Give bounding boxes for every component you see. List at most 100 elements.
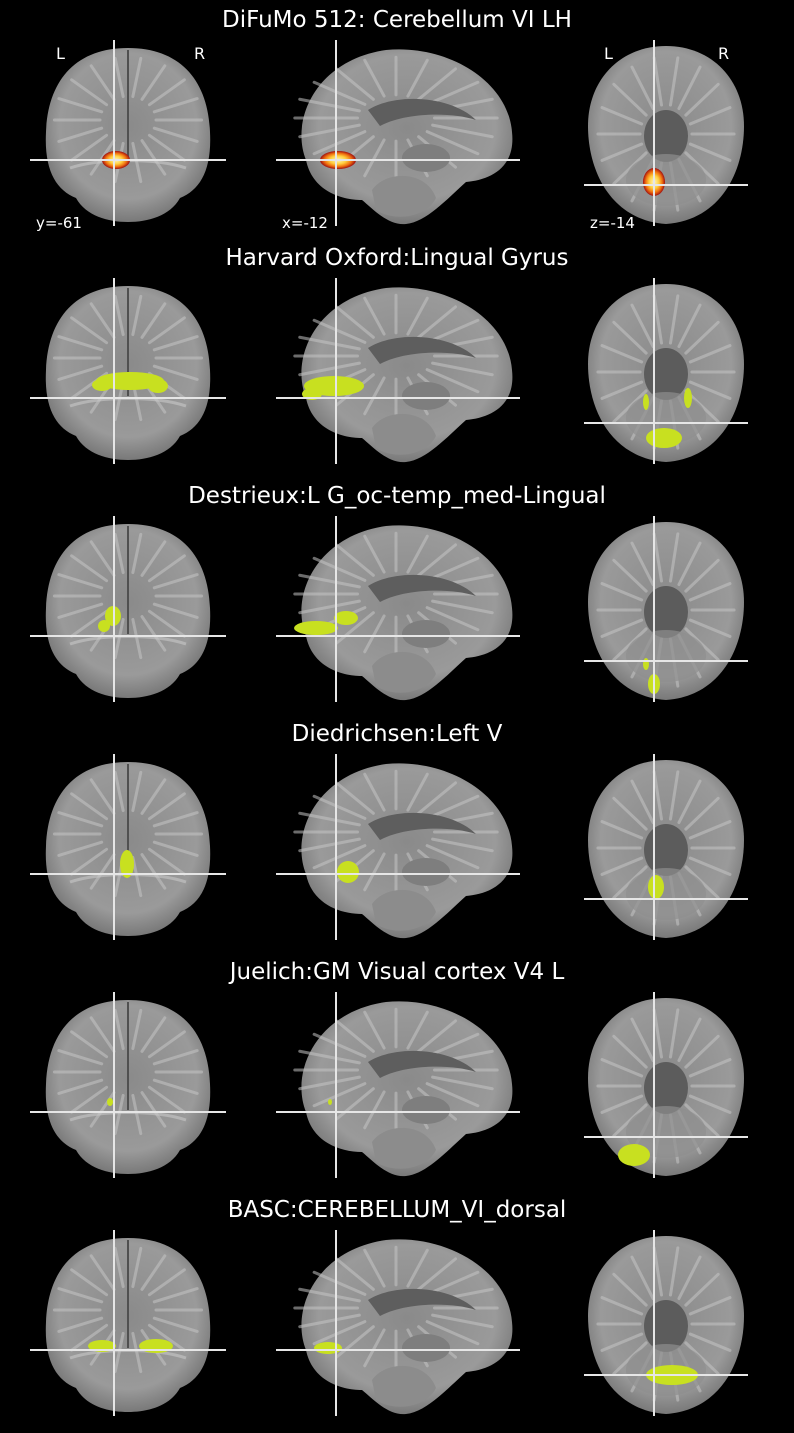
gyrus-mark (612, 796, 648, 831)
gyrus-mark (688, 856, 732, 876)
axial-view (584, 1230, 748, 1416)
gyrus-mark (147, 1268, 186, 1297)
orientation-left-label: L (604, 44, 613, 63)
gyrus-mark (688, 582, 732, 602)
gyrus-mark (131, 532, 143, 575)
gyrus-mark (140, 139, 167, 176)
sagittal-slice-image (276, 516, 520, 702)
gyrus-mark (298, 837, 361, 853)
sagittal-view (276, 278, 520, 464)
gyrus-mark (688, 380, 732, 400)
coronal-slice-image (30, 992, 226, 1178)
gyrus-mark (688, 142, 732, 162)
row-title: DiFuMo 512: Cerebellum VI LH (222, 7, 572, 33)
gyrus-mark (363, 852, 386, 892)
gyrus-mark (147, 1323, 186, 1352)
gyrus-mark (89, 64, 116, 101)
gyrus-mark (140, 540, 167, 577)
sagittal-slice-image (276, 278, 520, 464)
gyrus-mark (131, 1331, 143, 1374)
coronal-view (30, 992, 226, 1178)
gyrus-mark (684, 151, 720, 186)
gyrus-mark (600, 1332, 644, 1352)
gyrus-mark (417, 1257, 457, 1291)
sagittal-view: x=-12 (276, 40, 520, 232)
gyrus-mark (652, 1246, 664, 1297)
gyrus-mark (612, 1103, 648, 1138)
gyrus-mark (425, 1082, 480, 1108)
gyrus-mark (431, 361, 494, 377)
gyrus-mark (312, 130, 367, 156)
gyrus-mark (363, 376, 386, 416)
gyrus-mark (57, 335, 104, 352)
gyrus-mark (57, 602, 104, 619)
gyrus-mark (612, 627, 648, 662)
gyrus-mark (668, 532, 680, 583)
gyrus-mark (406, 772, 429, 812)
sagittal-slice-image (276, 992, 520, 1178)
gyrus-mark (298, 599, 361, 615)
atlas-region-overlay (120, 850, 134, 878)
row-title: Harvard Oxford:Lingual Gyrus (225, 245, 569, 271)
gyrus-mark (363, 534, 386, 574)
gyrus-mark (677, 65, 702, 111)
sagittal-view (276, 1230, 520, 1416)
atlas-region-overlay (294, 621, 338, 635)
orientation-left-label: L (56, 44, 65, 63)
gyrus-mark (152, 573, 199, 590)
gyrus-mark (431, 1313, 494, 1329)
coronal-slice-image (30, 516, 226, 702)
gyrus-mark (70, 1323, 109, 1352)
gyrus-mark (312, 1320, 367, 1346)
gyrus-mark (630, 303, 655, 349)
gyrus-mark (417, 543, 457, 577)
gyrus-mark (312, 556, 367, 582)
gyrus-mark (335, 1019, 375, 1053)
coronal-view (30, 1230, 226, 1416)
gyrus-mark (684, 1034, 720, 1069)
gyrus-mark (312, 318, 367, 344)
gyrus-mark (57, 126, 104, 143)
gyrus-mark (140, 302, 167, 339)
gyrus-mark (298, 1287, 361, 1303)
gyrus-mark (630, 65, 655, 111)
gyrus-mark (152, 1078, 199, 1095)
gyrus-mark (677, 779, 702, 825)
coronal-view (30, 278, 226, 464)
gyrus-mark (677, 1255, 702, 1301)
atlas-row: Diedrichsen:Left V (0, 714, 794, 952)
gyrus-mark (152, 126, 199, 143)
gyrus-mark (131, 855, 143, 898)
atlas-region-overlay (648, 875, 664, 899)
gyrus-mark (668, 56, 680, 107)
gyrus-mark (677, 303, 702, 349)
gyrus-mark (89, 778, 116, 815)
gyrus-mark (70, 1030, 109, 1059)
atlas-region-overlay (328, 1099, 332, 1105)
gyrus-mark (417, 305, 457, 339)
gyrus-mark (70, 609, 109, 638)
gyrus-mark (70, 316, 109, 345)
gyrus-mark (298, 573, 361, 589)
gyrus-mark (131, 770, 143, 813)
gyrus-mark (688, 618, 732, 638)
gyrus-mark (425, 1320, 480, 1346)
brain-sagittal (301, 763, 513, 939)
gyrus-mark (425, 368, 480, 394)
gyrus-mark (152, 840, 199, 857)
gyrus-mark (600, 380, 644, 400)
gyrus-mark (425, 606, 480, 632)
gyrus-mark (431, 1075, 494, 1091)
gyrus-mark (152, 1287, 199, 1304)
gyrus-mark (630, 1255, 655, 1301)
axial-view (584, 992, 748, 1178)
gyrus-mark (612, 865, 648, 900)
gyrus-mark (630, 779, 655, 825)
gyrus-mark (113, 1008, 125, 1051)
axial-slice-image (584, 992, 748, 1178)
gyrus-mark (335, 1325, 375, 1359)
gyrus-mark (630, 1017, 655, 1063)
gyrus-mark (131, 1093, 143, 1136)
